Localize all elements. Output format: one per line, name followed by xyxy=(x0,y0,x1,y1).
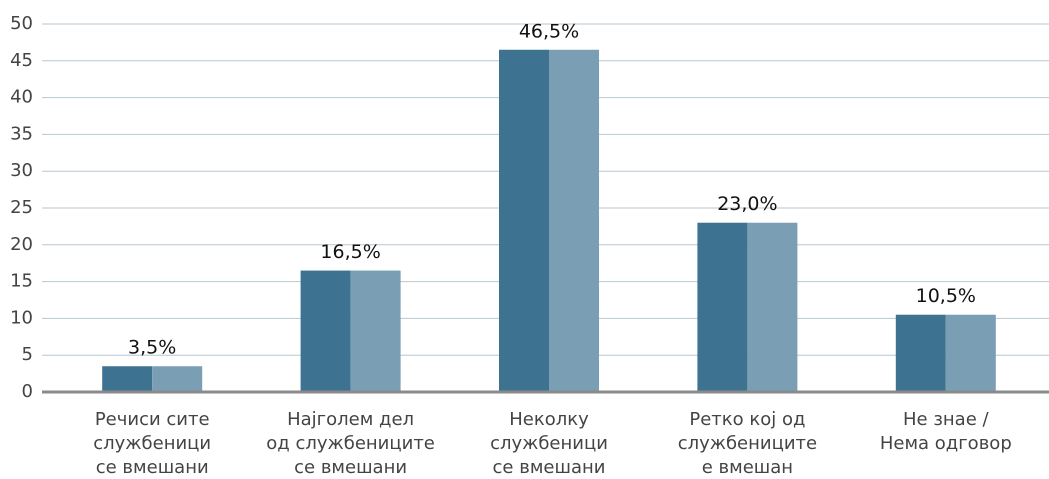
y-tick-label: 50 xyxy=(10,13,33,34)
x-tick-label: службеници xyxy=(490,433,608,454)
x-tick-label: Речиси сите xyxy=(95,409,210,430)
x-tick-label: службениците xyxy=(678,433,817,454)
y-tick-label: 30 xyxy=(10,160,33,181)
x-tick-label: Не знае / xyxy=(903,409,989,430)
x-tick-label: Ретко кој од xyxy=(689,409,805,430)
y-tick-label: 10 xyxy=(10,307,33,328)
y-tick-label: 40 xyxy=(10,87,33,108)
bar xyxy=(300,270,351,392)
x-tick-label: е вмешан xyxy=(702,457,793,478)
y-tick-label: 5 xyxy=(22,344,33,365)
bar-side xyxy=(350,270,401,392)
bar xyxy=(499,49,549,392)
y-tick-label: 45 xyxy=(10,50,33,71)
y-tick-label: 20 xyxy=(10,234,33,255)
bar xyxy=(895,314,946,392)
value-label: 10,5% xyxy=(916,285,976,307)
bar xyxy=(697,222,748,392)
y-tick-label: 15 xyxy=(10,271,33,292)
value-label: 16,5% xyxy=(320,241,380,263)
bar-side xyxy=(945,314,996,392)
x-tick-label: Нема одговор xyxy=(880,433,1012,454)
value-label: 3,5% xyxy=(128,337,176,359)
x-tick-label: се вмешани xyxy=(96,457,209,478)
x-tick-label: Најголем дел xyxy=(287,409,414,430)
x-tick-label: Неколку xyxy=(509,409,589,430)
bar xyxy=(102,366,153,392)
bar-side xyxy=(152,366,203,392)
bar-side xyxy=(747,222,798,392)
y-tick-label: 25 xyxy=(10,197,33,218)
y-tick-label: 0 xyxy=(22,381,33,402)
y-tick-label: 35 xyxy=(10,123,33,144)
bar-side xyxy=(549,49,599,392)
value-label: 23,0% xyxy=(717,193,777,215)
x-tick-label: службеници xyxy=(93,433,211,454)
x-tick-label: се вмешани xyxy=(493,457,606,478)
x-tick-label: се вмешани xyxy=(294,457,407,478)
x-tick-label: од службениците xyxy=(266,433,435,454)
value-label: 46,5% xyxy=(519,20,579,42)
